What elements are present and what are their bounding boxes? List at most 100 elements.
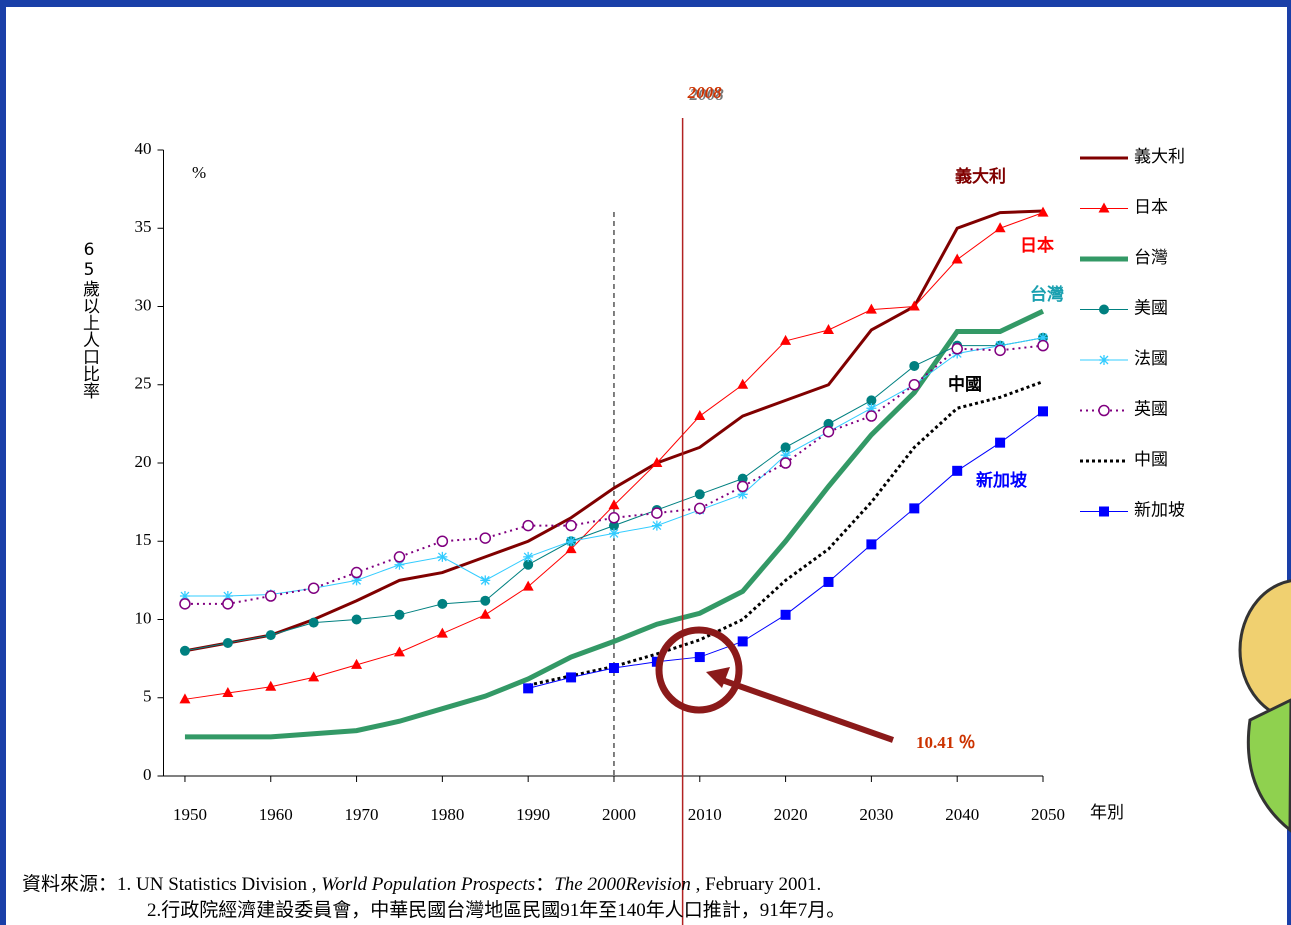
marker — [265, 590, 277, 602]
y-unit: % — [192, 163, 206, 182]
callout-arrow — [721, 677, 894, 743]
marker — [737, 636, 748, 647]
marker — [608, 520, 619, 531]
marker — [866, 395, 877, 406]
marker — [480, 595, 491, 606]
legend-label: 法國 — [1134, 349, 1168, 368]
marker — [307, 582, 320, 594]
source-text: The 2000Revision — [554, 874, 691, 895]
series — [527, 380, 1044, 687]
source-text: World Population Prospects — [321, 874, 536, 895]
marker — [866, 403, 877, 414]
marker — [351, 614, 362, 625]
marker — [1099, 304, 1109, 315]
marker — [951, 343, 963, 355]
x-tick-label: 2030 — [859, 805, 893, 824]
marker — [566, 672, 577, 683]
y-tick-label: 35 — [135, 217, 152, 236]
marker — [780, 334, 792, 345]
line-label: 新加坡 — [976, 470, 1027, 490]
marker — [436, 627, 448, 638]
marker — [179, 693, 191, 704]
line-label: 中國 — [948, 374, 982, 394]
x-tick-label: 2000 — [602, 805, 636, 824]
marker — [1098, 404, 1110, 417]
marker — [479, 532, 492, 544]
marker — [222, 591, 233, 602]
y-tick-label: 10 — [135, 608, 152, 627]
marker — [737, 473, 748, 484]
marker — [565, 519, 577, 532]
marker — [1098, 202, 1110, 213]
marker — [350, 566, 363, 579]
marker — [608, 663, 619, 674]
marker — [823, 576, 834, 587]
y-axis-label: 65歲以上人口比率 — [79, 240, 99, 399]
marker — [523, 551, 534, 562]
legend-label: 新加坡 — [1134, 500, 1185, 519]
marker — [179, 598, 191, 610]
source-line: 資料來源：1. UN Statistics Division , World P… — [22, 872, 845, 898]
legend-label: 義大利 — [1134, 147, 1185, 166]
marker — [822, 323, 834, 334]
marker — [522, 580, 534, 591]
callout-text: 10.41 ％ — [916, 733, 976, 752]
line-label: 台灣 — [1030, 284, 1064, 304]
marker — [651, 457, 663, 467]
x-tick-label: 2020 — [774, 805, 808, 824]
y-tick-label: 40 — [135, 139, 152, 158]
y-tick-label: 20 — [135, 452, 152, 471]
marker — [952, 465, 963, 476]
marker — [523, 559, 534, 570]
marker — [437, 598, 448, 609]
marker — [608, 512, 620, 524]
marker — [908, 379, 921, 391]
marker — [222, 598, 234, 610]
marker — [566, 536, 577, 547]
line — [184, 308, 1045, 740]
marker — [265, 680, 277, 691]
source-text: 資料來源：1. UN Statistics Division , — [22, 874, 322, 895]
marker — [736, 480, 749, 493]
marker — [179, 591, 190, 602]
line — [184, 344, 1044, 605]
callout-arrowhead — [706, 667, 730, 688]
legend-marker — [1098, 404, 1110, 417]
legend-label: 美國 — [1134, 298, 1168, 317]
marker — [865, 410, 878, 422]
marker — [994, 222, 1006, 233]
marker — [995, 437, 1006, 448]
y-tick-label: 0 — [143, 765, 152, 784]
line — [527, 380, 1044, 687]
marker — [565, 543, 577, 554]
source-line: 2.行政院經濟建設委員會，中華民國台灣地區民國91年至140年人口推計，91年7… — [147, 900, 846, 921]
legend-label: 中國 — [1134, 450, 1168, 469]
marker — [308, 617, 319, 628]
marker — [909, 503, 920, 514]
marker — [694, 489, 705, 500]
marker — [1099, 506, 1109, 517]
legend-label: 日本 — [1134, 197, 1168, 216]
x-axis-label: 年別 — [1090, 803, 1124, 822]
marker — [480, 575, 491, 586]
marker — [1037, 339, 1049, 352]
y-tick-label: 25 — [135, 374, 152, 393]
marker — [222, 637, 233, 648]
legend-marker — [1098, 202, 1110, 213]
marker — [351, 575, 362, 586]
marker — [522, 519, 534, 532]
marker — [779, 457, 792, 469]
marker — [823, 418, 834, 429]
marker — [651, 520, 662, 531]
source-note: 資料來源：1. UN Statistics Division , World P… — [22, 872, 845, 924]
marker — [393, 551, 406, 563]
y-tick-label: 30 — [135, 295, 152, 314]
line — [184, 209, 1044, 653]
legend-marker — [1099, 355, 1109, 365]
marker — [737, 489, 748, 500]
line-label: 日本 — [1020, 235, 1054, 255]
marker — [951, 253, 963, 264]
marker — [351, 658, 363, 669]
marker — [393, 646, 405, 657]
series — [179, 206, 1049, 704]
